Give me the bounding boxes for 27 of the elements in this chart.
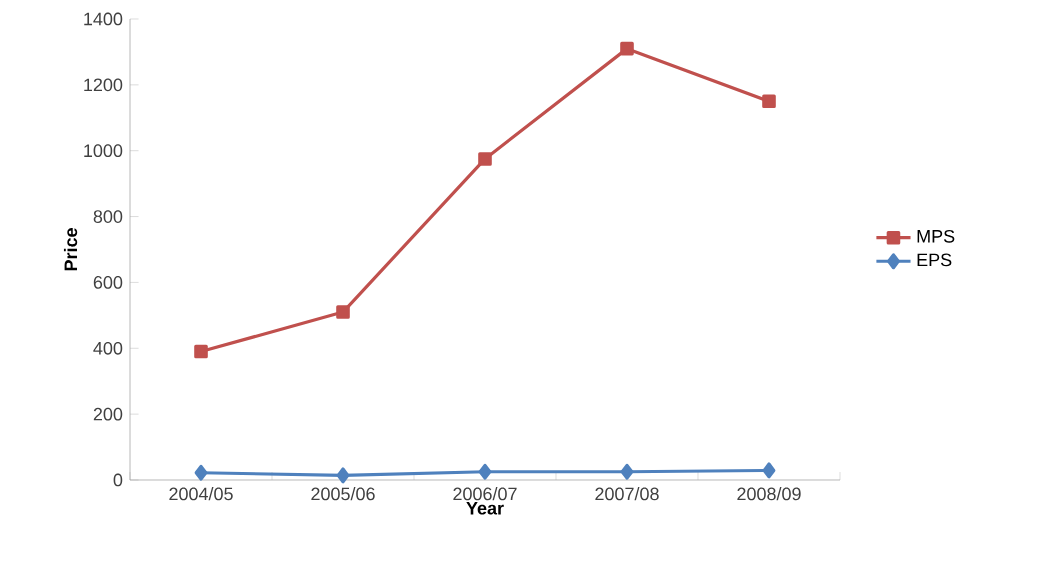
point <box>620 41 634 56</box>
point <box>194 344 208 359</box>
x-tick-label: 2007/08 <box>595 487 659 501</box>
y-tick-label: 200 <box>93 407 123 421</box>
point <box>336 467 350 484</box>
point <box>478 152 492 166</box>
y-tick-label: 0 <box>113 473 123 487</box>
x-tick-label: 2005/06 <box>311 487 375 501</box>
x-tick-label: 2008/09 <box>737 487 801 501</box>
point <box>478 463 492 480</box>
y-tick-label: 1200 <box>84 78 123 92</box>
legend-label: EPS <box>917 253 952 267</box>
point <box>620 463 634 480</box>
point <box>336 305 350 319</box>
y-tick-label: 800 <box>93 210 123 223</box>
y-tick-label: 1000 <box>84 144 123 158</box>
y-tick-label: 600 <box>93 276 123 289</box>
x-tick-label: 2006/07 <box>453 487 517 501</box>
y-tick-label: 400 <box>93 341 123 355</box>
point <box>194 464 208 481</box>
x-axis-title: Year <box>466 501 504 515</box>
x-tick-label: 2004/05 <box>169 487 233 501</box>
y-axis-title: Price <box>63 228 78 271</box>
y-tick-label: 1400 <box>84 12 123 26</box>
legend-label: MPS <box>917 229 955 243</box>
point <box>762 462 776 479</box>
point <box>762 94 776 109</box>
